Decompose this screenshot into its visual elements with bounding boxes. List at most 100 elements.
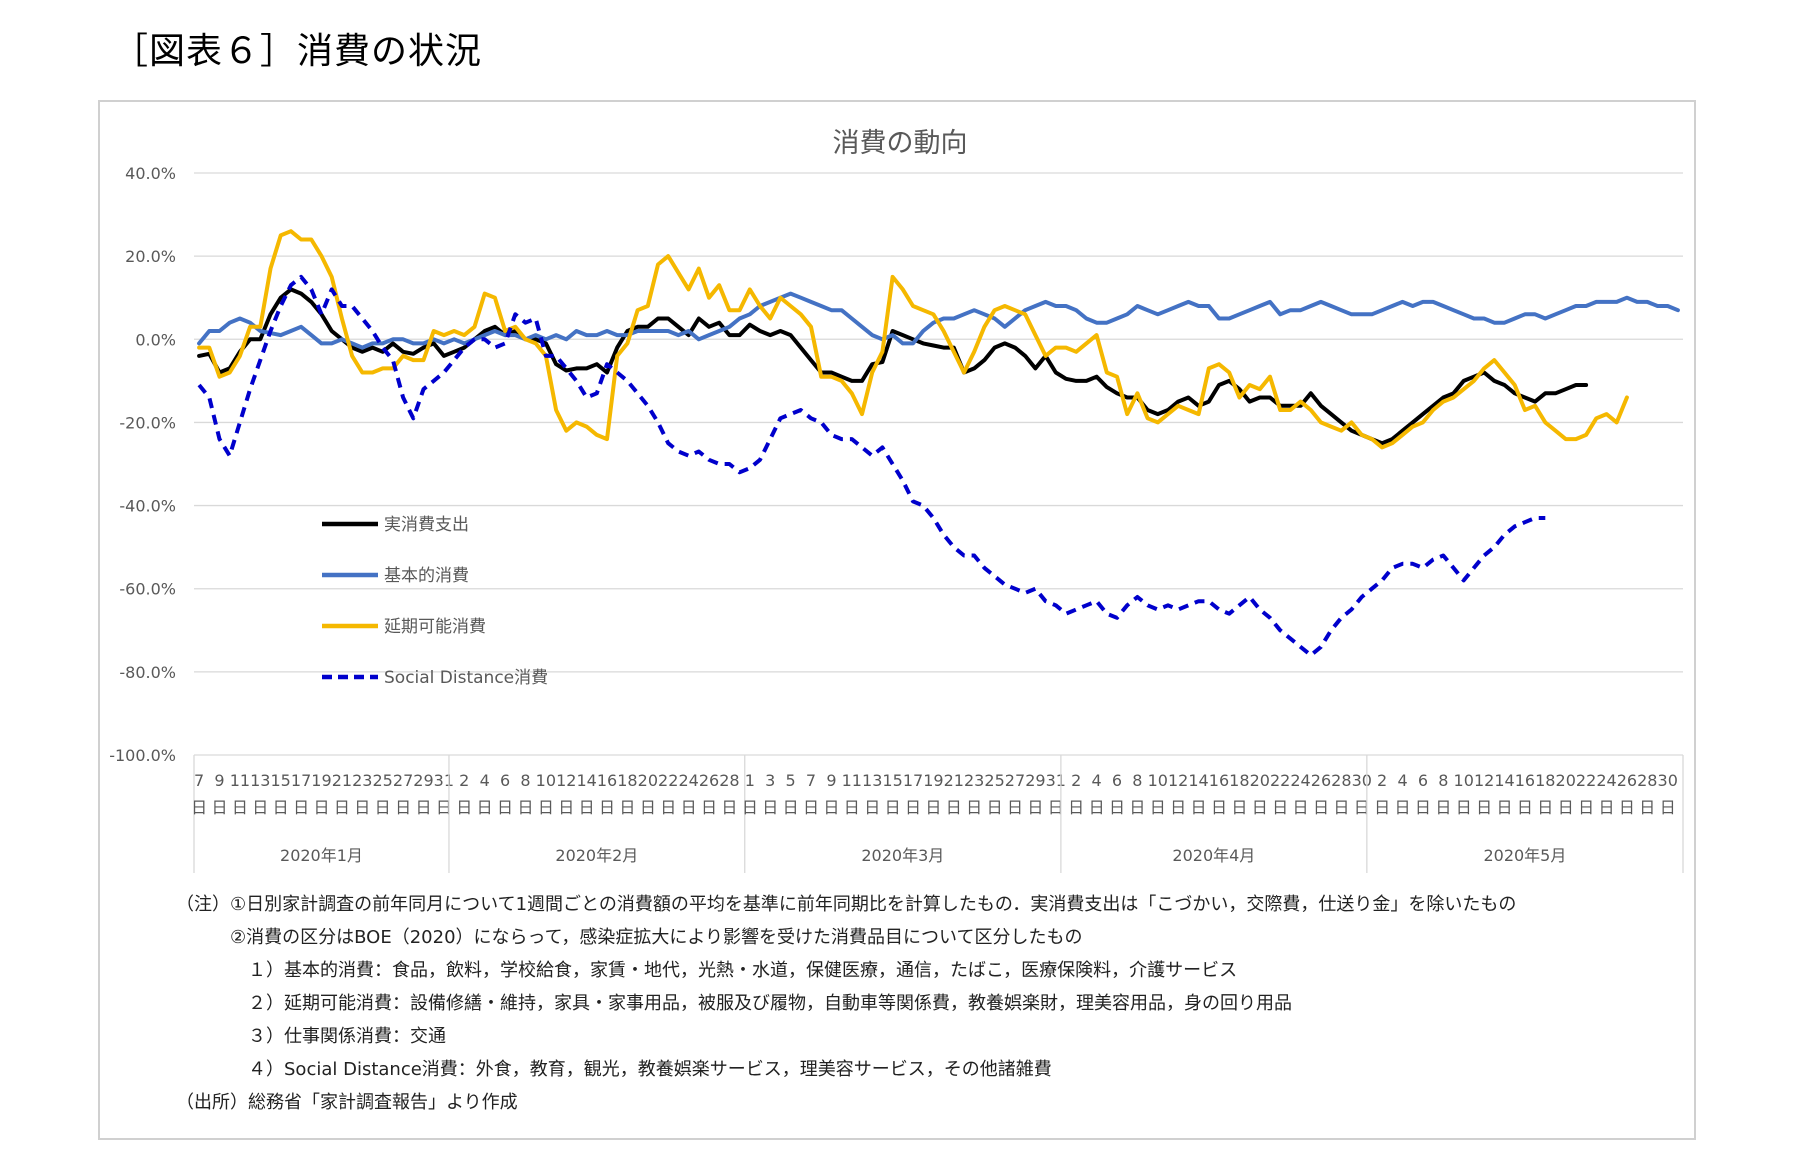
y-tick-label: -40.0% [119,497,176,516]
x-tick-suffix: 日 [1313,798,1329,817]
x-tick-suffix: 日 [293,798,309,817]
y-tick-label: 40.0% [125,164,176,183]
x-tick-label: 21 [332,771,352,790]
x-tick-suffix: 日 [232,798,248,817]
x-tick-suffix: 日 [375,798,391,817]
y-tick-label: 0.0% [135,330,176,349]
x-tick-label: 25 [984,771,1004,790]
x-tick-suffix: 日 [1435,798,1451,817]
x-tick-label: 12 [1474,771,1494,790]
x-tick-suffix: 日 [742,798,758,817]
x-tick-suffix: 日 [273,798,289,817]
x-tick-suffix: 日 [1578,798,1594,817]
x-tick-suffix: 日 [762,798,778,817]
x-tick-suffix: 日 [313,798,329,817]
x-tick-label: 12 [556,771,576,790]
series-line [197,229,1629,450]
month-label: 2020年5月 [1483,846,1566,865]
x-tick-suffix: 日 [517,798,533,817]
y-tick-label: 20.0% [125,247,176,266]
x-tick-suffix: 日 [1374,798,1390,817]
x-tick-suffix: 日 [783,798,799,817]
note-line: ２）延期可能消費：設備修繕・維持，家具・家事用品，被服及び履物，自動車等関係費，… [176,993,1292,1014]
chart-notes: （注）①日別家計調査の前年同月について1週間ごとの消費額の平均を基準に前年同期比… [176,888,1516,1119]
x-tick-label: 2 [459,771,469,790]
x-tick-suffix: 日 [1048,798,1064,817]
x-tick-label: 17 [903,771,923,790]
x-tick-suffix: 日 [640,798,656,817]
x-tick-label: 17 [291,771,311,790]
x-tick-label: 29 [413,771,433,790]
x-tick-label: 19 [923,771,943,790]
note-line: ４）Social Distance消費：外食，教育，観光，教養娯楽サービス，理美… [176,1059,1052,1080]
x-tick-label: 3 [765,771,775,790]
x-tick-suffix: 日 [1252,798,1268,817]
x-tick-suffix: 日 [1354,798,1370,817]
x-tick-label: 28 [719,771,739,790]
y-tick-label: -20.0% [119,413,176,432]
x-tick-label: 15 [882,771,902,790]
x-tick-label: 31 [1046,771,1066,790]
x-tick-label: 6 [500,771,510,790]
x-tick-label: 15 [271,771,291,790]
x-tick-label: 20 [1250,771,1270,790]
x-tick-suffix: 日 [905,798,921,817]
legend-label: Social Distance消費 [384,668,548,688]
x-tick-label: 22 [658,771,678,790]
x-tick-label: 16 [1515,771,1535,790]
x-tick-label: 18 [1229,771,1249,790]
month-label: 2020年4月 [1172,846,1255,865]
x-tick-suffix: 日 [803,798,819,817]
month-label: 2020年3月 [861,846,944,865]
y-tick-label: -100.0% [109,746,176,765]
x-tick-suffix: 日 [701,798,717,817]
x-tick-label: 27 [1005,771,1025,790]
x-tick-label: 28 [1637,771,1657,790]
x-tick-label: 10 [1454,771,1474,790]
x-tick-suffix: 日 [1293,798,1309,817]
x-tick-suffix: 日 [1497,798,1513,817]
x-tick-suffix: 日 [1639,798,1655,817]
x-tick-suffix: 日 [885,798,901,817]
x-tick-suffix: 日 [946,798,962,817]
x-tick-suffix: 日 [211,798,227,817]
x-tick-label: 26 [699,771,719,790]
legend-label: 延期可能消費 [384,617,486,637]
x-tick-label: 8 [1438,771,1448,790]
x-tick-suffix: 日 [395,798,411,817]
x-tick-label: 4 [480,771,490,790]
x-tick-suffix: 日 [1395,798,1411,817]
x-tick-label: 10 [536,771,556,790]
x-tick-label: 23 [964,771,984,790]
x-tick-suffix: 日 [1660,798,1676,817]
x-tick-suffix: 日 [925,798,941,817]
x-tick-suffix: 日 [1068,798,1084,817]
x-tick-suffix: 日 [1537,798,1553,817]
x-tick-label: 6 [1418,771,1428,790]
x-tick-label: 11 [842,771,862,790]
x-tick-label: 7 [194,771,204,790]
page-title: ［図表６］消費の状況 [112,31,483,72]
x-tick-label: 4 [1091,771,1101,790]
x-tick-label: 30 [1352,771,1372,790]
x-tick-label: 6 [1112,771,1122,790]
x-tick-label: 24 [1596,771,1616,790]
x-tick-label: 16 [597,771,617,790]
x-tick-suffix: 日 [1109,798,1125,817]
x-tick-suffix: 日 [1599,798,1615,817]
x-tick-label: 11 [230,771,250,790]
x-tick-label: 24 [678,771,698,790]
x-tick-label: 21 [944,771,964,790]
x-tick-suffix: 日 [864,798,880,817]
y-tick-label: -80.0% [119,663,176,682]
x-tick-label: 26 [1617,771,1637,790]
x-tick-suffix: 日 [477,798,493,817]
x-tick-label: 4 [1397,771,1407,790]
note-line: ３）仕事関係消費：交通 [176,1026,446,1047]
x-tick-suffix: 日 [1191,798,1207,817]
x-tick-suffix: 日 [681,798,697,817]
x-tick-label: 5 [786,771,796,790]
x-tick-suffix: 日 [619,798,635,817]
x-tick-suffix: 日 [354,798,370,817]
x-tick-label: 9 [826,771,836,790]
